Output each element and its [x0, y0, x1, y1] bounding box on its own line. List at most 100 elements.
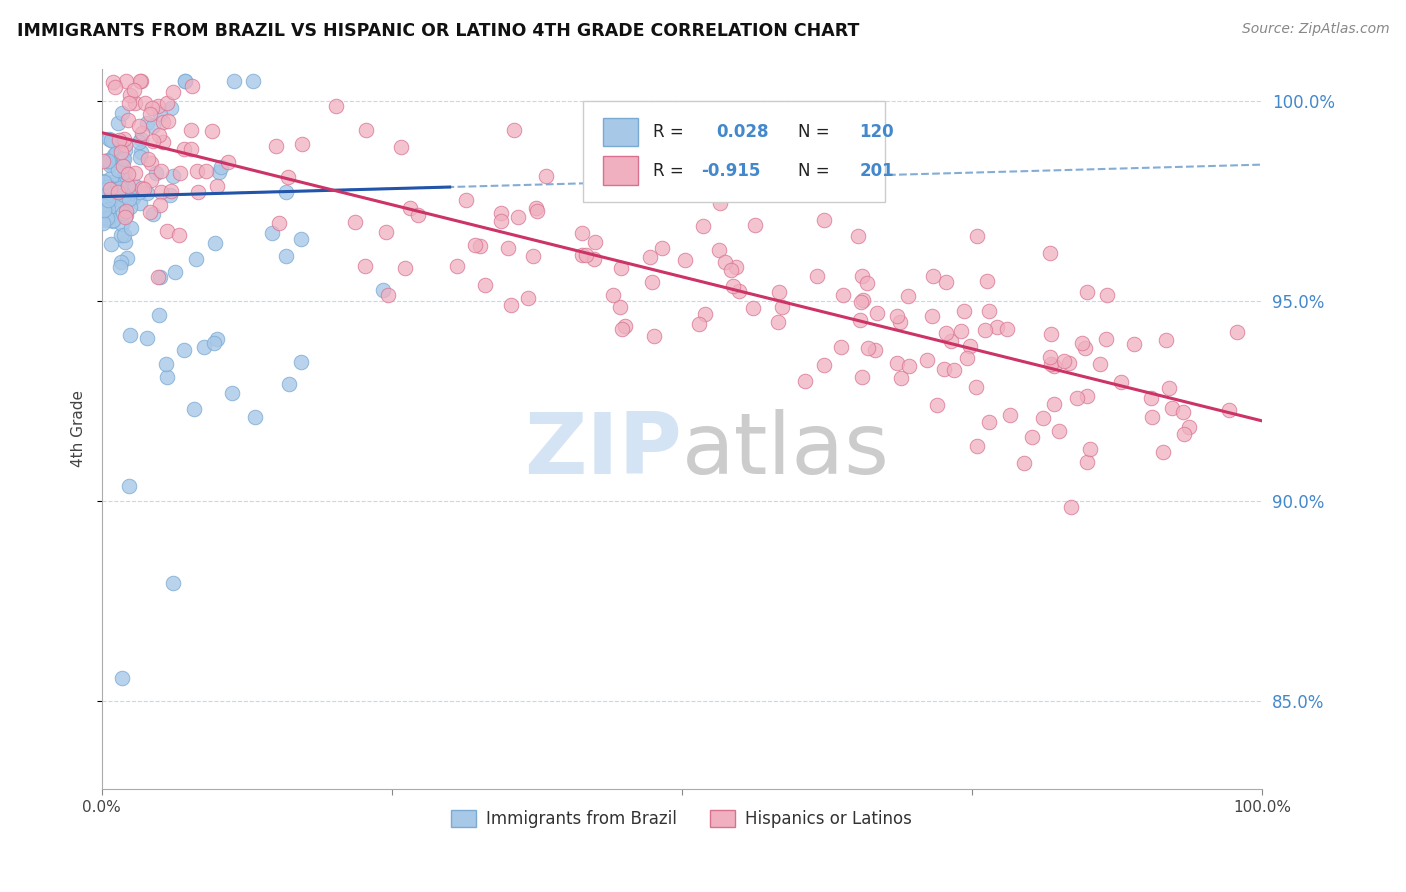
Point	[156, 113, 179, 128]
Point	[851, 370, 873, 384]
Point	[202, 335, 225, 350]
Point	[501, 298, 523, 312]
Point	[169, 166, 191, 180]
Point	[129, 132, 152, 146]
Point	[1097, 288, 1119, 302]
Point	[139, 106, 162, 120]
Point	[1152, 445, 1174, 459]
Point	[973, 323, 995, 337]
Point	[610, 260, 633, 275]
Point	[149, 164, 172, 178]
Point	[107, 197, 129, 211]
Point	[406, 208, 429, 222]
Point	[94, 174, 117, 188]
Text: N =: N =	[797, 123, 835, 141]
Point	[886, 309, 908, 323]
Point	[134, 96, 156, 111]
Point	[93, 183, 115, 197]
Point	[120, 200, 142, 214]
Point	[97, 193, 120, 207]
Point	[583, 235, 606, 249]
Point	[274, 185, 297, 199]
Point	[134, 182, 156, 196]
Text: 201: 201	[859, 161, 894, 180]
Point	[139, 173, 162, 187]
Point	[741, 301, 763, 316]
Point	[97, 180, 120, 194]
Point	[115, 73, 138, 87]
Point	[274, 249, 297, 263]
Point	[93, 175, 115, 189]
Point	[1218, 402, 1240, 417]
Point	[115, 251, 138, 265]
Point	[582, 252, 605, 266]
Point	[610, 322, 633, 336]
Point	[695, 307, 717, 321]
Point	[1090, 358, 1112, 372]
Point	[93, 199, 115, 213]
Text: Source: ZipAtlas.com: Source: ZipAtlas.com	[1241, 22, 1389, 37]
Point	[1173, 426, 1195, 441]
Point	[104, 182, 127, 196]
Point	[1040, 327, 1063, 342]
Point	[291, 137, 314, 152]
Point	[98, 158, 121, 172]
Point	[114, 138, 136, 153]
Point	[103, 75, 125, 89]
Point	[941, 334, 963, 349]
Point	[101, 134, 124, 148]
Point	[456, 193, 478, 207]
Point	[97, 154, 120, 169]
Point	[474, 277, 496, 292]
Point	[162, 85, 184, 99]
Point	[354, 122, 377, 136]
Point	[174, 73, 197, 87]
Point	[721, 279, 744, 293]
Point	[103, 147, 125, 161]
Point	[110, 105, 132, 120]
Point	[943, 362, 966, 376]
Point	[1076, 389, 1098, 403]
Point	[1042, 397, 1064, 411]
Point	[112, 206, 135, 220]
Point	[389, 140, 412, 154]
Point	[159, 187, 181, 202]
Point	[122, 190, 145, 204]
Point	[156, 224, 179, 238]
Point	[1080, 442, 1102, 456]
Point	[502, 123, 524, 137]
Point	[1047, 424, 1070, 438]
Point	[830, 340, 852, 354]
Point	[93, 202, 115, 217]
Point	[110, 191, 132, 205]
FancyBboxPatch shape	[603, 118, 638, 146]
Point	[162, 169, 184, 183]
Point	[955, 351, 977, 366]
Point	[117, 192, 139, 206]
Point	[162, 576, 184, 591]
Point	[1066, 391, 1088, 405]
Point	[97, 197, 120, 211]
Point	[575, 248, 598, 262]
Point	[187, 185, 209, 199]
Point	[100, 133, 122, 147]
Point	[1039, 350, 1062, 364]
Point	[97, 202, 120, 216]
Point	[952, 303, 974, 318]
Point	[806, 269, 828, 284]
Point	[915, 352, 938, 367]
Point	[117, 179, 139, 194]
Point	[94, 191, 117, 205]
Point	[496, 241, 519, 255]
Point	[110, 254, 132, 268]
Point	[148, 128, 170, 142]
Point	[110, 260, 132, 275]
Point	[1000, 408, 1022, 422]
Point	[1039, 246, 1062, 260]
Point	[766, 315, 789, 329]
Point	[489, 214, 512, 228]
Point	[325, 99, 347, 113]
Point	[167, 228, 190, 243]
Point	[114, 165, 136, 179]
Point	[110, 139, 132, 153]
